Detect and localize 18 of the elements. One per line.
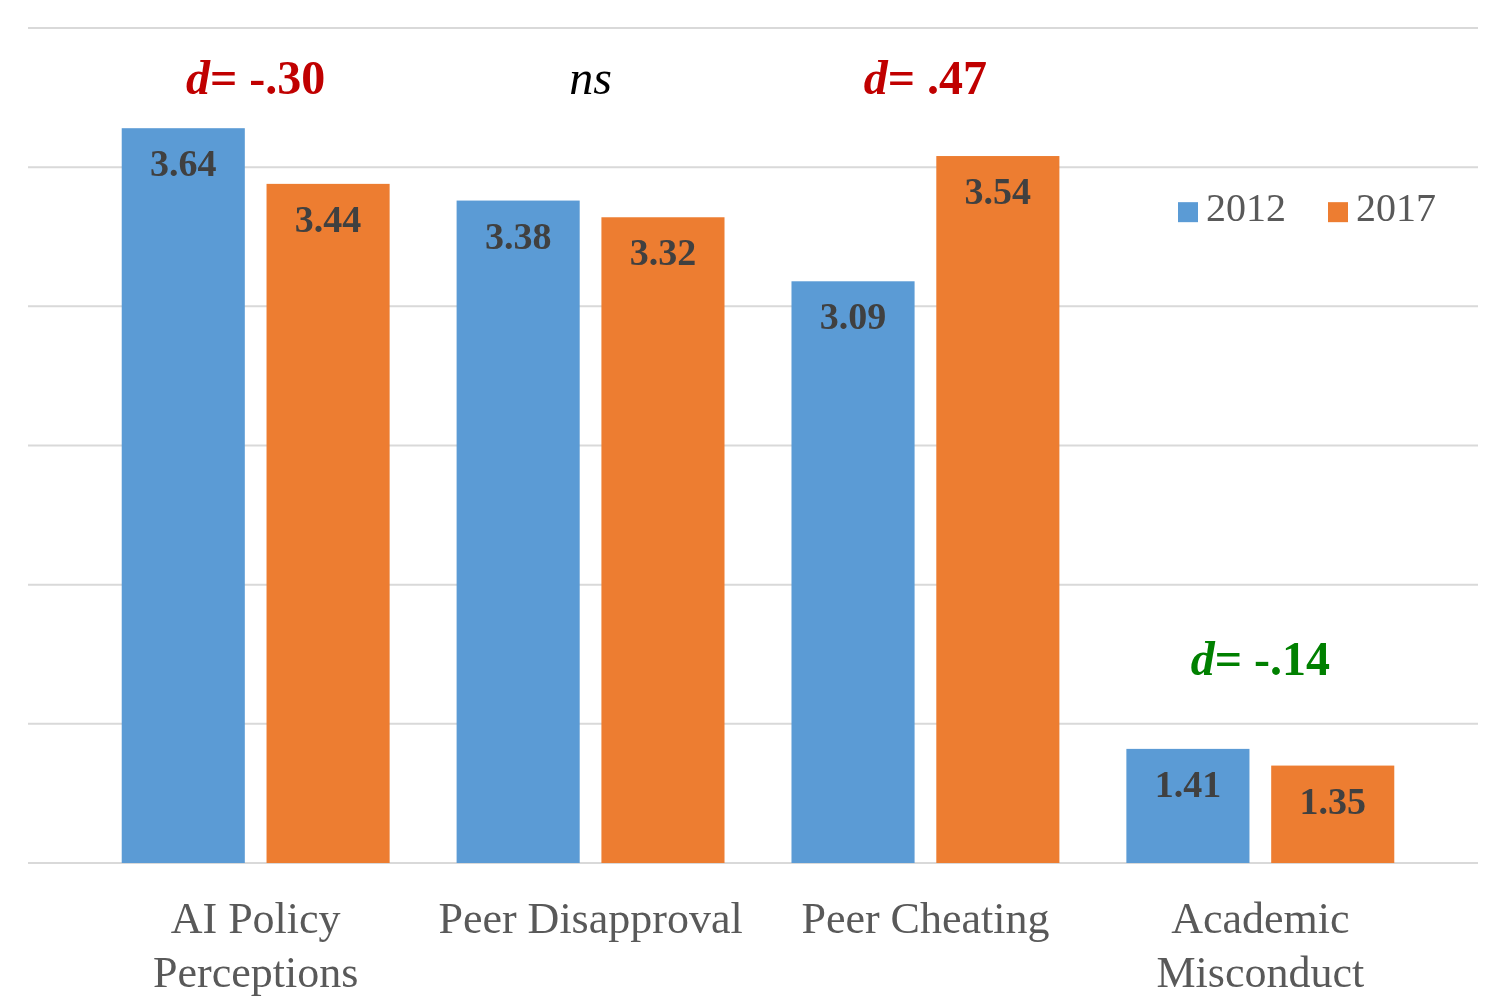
x-tick-label: Peer Disapproval [438, 894, 743, 943]
x-tick-label: Academic Misconduct [1156, 894, 1365, 997]
data-label: 1.41 [1154, 762, 1222, 805]
annotation: d= .47 [863, 51, 988, 105]
legend-label: 2017 [1356, 185, 1436, 231]
annotation: d= -.14 [1190, 631, 1330, 685]
annotation: d= -.30 [186, 51, 326, 105]
data-label: 3.32 [629, 231, 697, 274]
x-tick-label: AI Policy Perceptions [153, 894, 359, 997]
data-label: 3.38 [484, 214, 552, 257]
x-tick-label: Peer Cheating [801, 894, 1050, 943]
legend-label: 2012 [1206, 185, 1286, 231]
data-label: 3.09 [819, 295, 887, 338]
annotation: ns [569, 51, 612, 105]
data-label: 3.64 [150, 142, 217, 185]
data-label: 3.44 [294, 197, 362, 240]
data-label: 1.35 [1299, 779, 1366, 822]
data-label: 3.54 [964, 170, 1032, 213]
